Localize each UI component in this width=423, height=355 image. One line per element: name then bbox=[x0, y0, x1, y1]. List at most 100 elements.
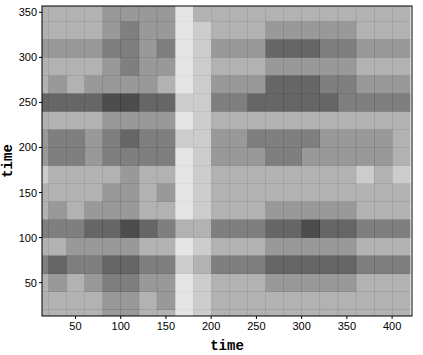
cell bbox=[211, 6, 229, 22]
cell bbox=[157, 57, 175, 75]
cell bbox=[338, 310, 356, 316]
x-tick-label: 300 bbox=[292, 320, 310, 332]
cell bbox=[392, 184, 410, 202]
cell bbox=[356, 292, 374, 310]
cell bbox=[175, 75, 193, 93]
cell bbox=[356, 39, 374, 57]
cell bbox=[103, 166, 121, 184]
cell bbox=[103, 6, 121, 22]
cell bbox=[338, 21, 356, 39]
cell bbox=[247, 274, 265, 292]
cell bbox=[356, 274, 374, 292]
cell bbox=[121, 184, 139, 202]
cell bbox=[157, 184, 175, 202]
cell bbox=[175, 202, 193, 220]
cell bbox=[193, 220, 211, 238]
cell bbox=[157, 75, 175, 93]
cell bbox=[193, 256, 211, 274]
cell bbox=[229, 220, 247, 238]
cell bbox=[302, 21, 320, 39]
cell bbox=[374, 292, 392, 310]
cell bbox=[103, 57, 121, 75]
cell bbox=[284, 292, 302, 310]
cell bbox=[157, 147, 175, 165]
cell bbox=[247, 6, 265, 22]
cell bbox=[48, 129, 66, 147]
cell bbox=[48, 256, 66, 274]
cell bbox=[42, 111, 49, 129]
cell bbox=[374, 129, 392, 147]
cell bbox=[320, 129, 338, 147]
cell bbox=[193, 75, 211, 93]
cell bbox=[103, 292, 121, 310]
cell bbox=[211, 202, 229, 220]
cell bbox=[392, 57, 410, 75]
cell bbox=[392, 256, 410, 274]
cell bbox=[211, 129, 229, 147]
cell bbox=[175, 21, 193, 39]
cell bbox=[48, 111, 66, 129]
cell bbox=[265, 6, 283, 22]
cells bbox=[42, 6, 410, 316]
y-tick-label: 100 bbox=[19, 232, 37, 244]
cell bbox=[302, 57, 320, 75]
cell bbox=[229, 57, 247, 75]
cell bbox=[320, 57, 338, 75]
cell bbox=[229, 6, 247, 22]
cell bbox=[211, 256, 229, 274]
cell bbox=[121, 57, 139, 75]
cell bbox=[66, 310, 84, 316]
cell bbox=[338, 147, 356, 165]
y-tick bbox=[39, 282, 42, 283]
cell bbox=[157, 93, 175, 111]
cell bbox=[320, 184, 338, 202]
cell bbox=[121, 256, 139, 274]
cell bbox=[175, 39, 193, 57]
cell bbox=[284, 93, 302, 111]
y-tick bbox=[39, 57, 42, 58]
cell bbox=[265, 93, 283, 111]
cell bbox=[48, 147, 66, 165]
cell bbox=[265, 220, 283, 238]
cell bbox=[374, 220, 392, 238]
x-tick-label: 250 bbox=[247, 320, 265, 332]
cell bbox=[320, 256, 338, 274]
cell bbox=[48, 220, 66, 238]
cell bbox=[85, 166, 103, 184]
cell bbox=[229, 39, 247, 57]
cell bbox=[320, 310, 338, 316]
cell bbox=[157, 111, 175, 129]
cell bbox=[139, 292, 157, 310]
cell bbox=[247, 184, 265, 202]
cell bbox=[42, 184, 49, 202]
cell bbox=[66, 6, 84, 22]
cell bbox=[42, 39, 49, 57]
cell bbox=[42, 21, 49, 39]
cell bbox=[121, 238, 139, 256]
cell bbox=[265, 292, 283, 310]
cell bbox=[42, 274, 49, 292]
cell bbox=[374, 57, 392, 75]
cell bbox=[284, 220, 302, 238]
cell bbox=[392, 292, 410, 310]
y-tick bbox=[39, 12, 42, 13]
cell bbox=[247, 147, 265, 165]
cell bbox=[48, 202, 66, 220]
cell bbox=[211, 274, 229, 292]
cell bbox=[48, 6, 66, 22]
x-tick-label: 50 bbox=[69, 320, 81, 332]
cell bbox=[229, 256, 247, 274]
y-axis-title: time bbox=[0, 144, 16, 178]
cell bbox=[139, 39, 157, 57]
cell bbox=[139, 220, 157, 238]
cell bbox=[338, 238, 356, 256]
cell bbox=[85, 39, 103, 57]
cell bbox=[356, 220, 374, 238]
cell bbox=[175, 166, 193, 184]
y-tick-label: 150 bbox=[19, 187, 37, 199]
cell bbox=[320, 292, 338, 310]
cell bbox=[302, 129, 320, 147]
cell bbox=[302, 256, 320, 274]
cell bbox=[302, 238, 320, 256]
cell bbox=[139, 129, 157, 147]
